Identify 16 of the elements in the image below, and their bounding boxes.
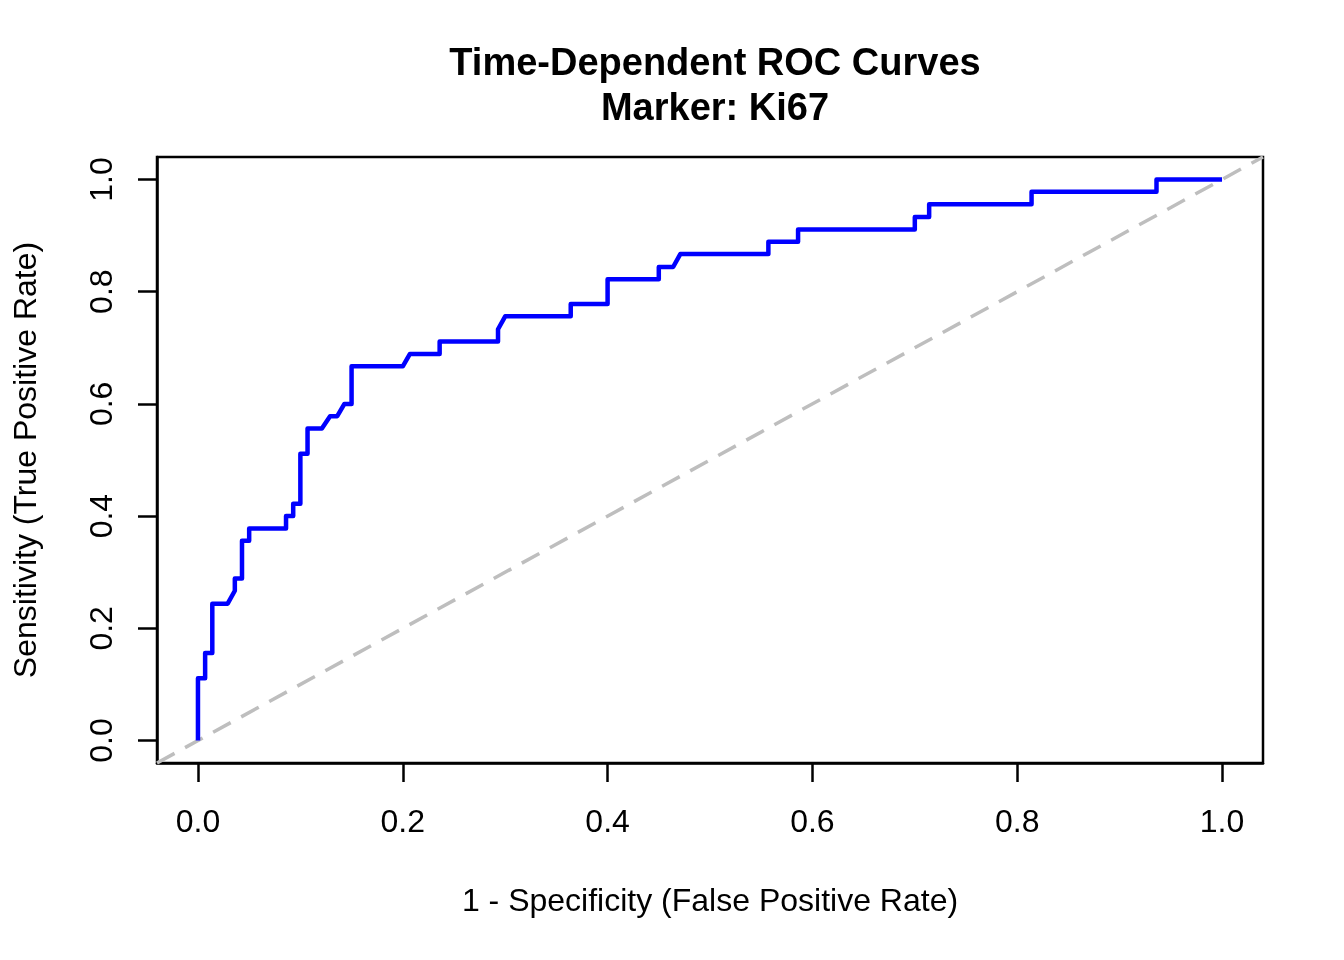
y-tick-label: 0.0 xyxy=(83,718,119,763)
y-axis-title: Sensitivity (True Positive Rate) xyxy=(7,241,43,679)
x-tick-label: 0.6 xyxy=(790,803,835,839)
x-tick-label: 1.0 xyxy=(1199,803,1245,839)
chart-subtitle: Marker: Ki67 xyxy=(600,85,830,128)
x-tick-label: 0.4 xyxy=(585,803,630,839)
x-tick-label: 0.0 xyxy=(175,803,221,839)
x-tick-label: 0.2 xyxy=(380,803,426,839)
chart-title: Time-Dependent ROC Curves xyxy=(449,40,981,83)
y-tick-label: 0.6 xyxy=(83,381,119,427)
y-tick-label: 0.4 xyxy=(83,493,119,539)
x-tick-label: 0.8 xyxy=(994,803,1040,839)
y-tick-label: 0.2 xyxy=(83,606,119,651)
x-axis-title: 1 - Specificity (False Positive Rate) xyxy=(461,882,959,918)
y-tick-label: 1.0 xyxy=(83,157,119,202)
y-tick-label: 0.8 xyxy=(83,269,119,314)
